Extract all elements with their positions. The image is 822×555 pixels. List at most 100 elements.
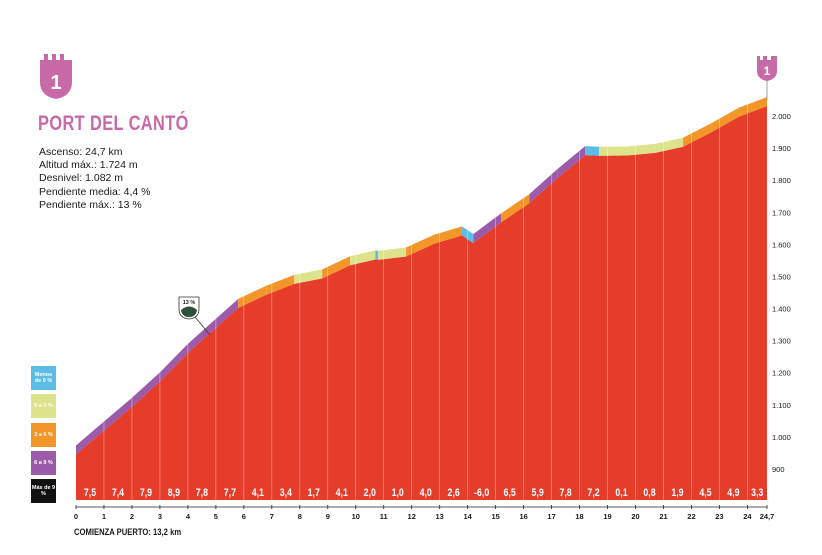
y-tick-label: 1.300 [772,337,791,346]
climb-title: PORT DEL CANTÓ [38,112,189,135]
grade-band-21 [599,146,628,156]
grade-band-23 [655,137,684,153]
y-tick-label: 1.700 [772,208,791,217]
x-tick-label: 21 [659,512,667,521]
grade-label: 7,8 [196,487,209,499]
x-tick-label: 1 [102,512,106,521]
y-tick-label: 1.800 [772,176,791,185]
x-tick-label: 12 [408,512,416,521]
y-tick-label: 1.500 [772,272,791,281]
grade-label: 7,9 [140,487,153,499]
x-tick-label: 3 [158,512,162,521]
x-tick-label: 4 [186,512,191,521]
grade-band-25 [711,107,740,133]
stat-max-altitude: Altitud máx.: 1.724 m [39,159,138,172]
grade-label: 8,9 [168,487,181,499]
climb-badge-number: 1 [50,72,61,94]
x-tick-label: 13 [436,512,444,521]
y-axis: 900 1.000 1.100 1.200 1.300 1.400 1.500 1.600 1.… [772,112,791,474]
legend-descent: Menos de 0 % [31,366,56,390]
grade-band-10 [350,250,376,266]
grade-band-13 [406,234,435,257]
x-tick-label: 24,7 [760,512,775,521]
max-grade-callout-text: 13 % [183,300,196,306]
grade-band-19 [557,146,586,179]
grade-label: 3,4 [280,487,293,499]
legend-3-6: 3 a 6 % [31,423,56,447]
grade-label: 7,7 [224,487,237,499]
y-tick-label: 1.200 [772,369,791,378]
x-tick-label: 24 [743,512,752,521]
grade-label: 3,3 [751,487,764,499]
y-tick-label: 900 [772,465,785,474]
legend-6-9: 6 a 9 % [31,451,56,475]
grade-label: 2,0 [364,487,377,499]
grade-band-16 [473,213,502,244]
grade-band-14 [434,226,463,244]
x-tick-label: 20 [631,512,639,521]
x-axis: 0 1 2 3 4 5 6 7 8 9 10 11 12 13 14 15 16 17 18 19 20 21 22 23 24… [74,505,774,521]
x-tick-label: 16 [519,512,527,521]
grade-band-17 [501,194,530,223]
grade-label: 7,2 [587,487,600,499]
grade-band-22 [627,143,656,156]
climb-badge: 1 [40,54,72,99]
stat-ascent: Ascenso: 24,7 km [39,146,123,158]
x-tick-label: 15 [491,512,499,521]
grade-label: -6,0 [474,487,490,499]
grade-band-0 [76,421,104,455]
grade-label: 5,9 [531,487,544,499]
grade-label: 1,7 [308,487,321,499]
grade-label: 4,9 [727,487,740,499]
summit-badge-number: 1 [764,64,771,78]
grade-label: 1,9 [671,487,684,499]
y-tick-label: 1.400 [772,305,791,314]
legend-over-9: Más de 9 % [31,479,56,503]
grade-band-12 [378,247,407,260]
grade-label: 7,5 [84,487,97,499]
grade-band-1 [103,397,132,431]
grade-label: 7,4 [112,487,125,499]
grade-band-3 [159,343,188,382]
x-tick-label: 6 [242,512,246,521]
grade-label: 4,0 [420,487,433,499]
grade-band-9 [322,256,351,279]
x-tick-label: 18 [575,512,583,521]
y-tick-label: 1.900 [772,144,791,153]
summit-marker: 1 [757,56,777,100]
grade-band-18 [529,169,558,204]
y-tick-label: 1.000 [772,433,791,442]
grade-label: 0,1 [615,487,628,499]
y-tick-label: 1.100 [772,401,791,410]
x-tick-label: 2 [130,512,134,521]
stat-max-grade: Pendiente máx.: 13 % [39,198,142,211]
grade-band-11 [375,250,379,260]
x-tick-label: 5 [214,512,218,521]
grade-band-6 [238,285,267,308]
grade-label: 1,0 [392,487,405,499]
grade-label: 4,5 [699,487,712,499]
grade-label: 4,1 [336,487,349,499]
x-tick-label: 11 [380,512,388,521]
grade-band-4 [187,318,216,353]
segment-grade-labels: 7,5 7,4 7,9 8,9 7,8 7,7 4,1 3,4 1,7 4,1 2,0 1,0 4,0 2… [84,487,764,499]
grade-band-20 [585,146,600,156]
climb-stats: Ascenso: 24,7 km Altitud máx.: 1.724 m D… [39,146,151,212]
x-tick-label: 0 [74,512,78,521]
y-tick-label: 1.600 [772,240,791,249]
x-tick-label: 17 [547,512,555,521]
x-tick-label: 14 [463,512,472,521]
grade-band-26 [739,97,767,117]
grade-band-7 [266,274,295,295]
x-tick-label: 9 [326,512,330,521]
x-tick-label: 22 [687,512,695,521]
legend-0-3: 0 a 3 % [31,394,56,418]
grade-band-5 [215,298,239,328]
climb-start-label: COMIENZA PUERTO: 13,2 km [74,527,182,537]
x-tick-label: 19 [603,512,611,521]
grade-label: 6,5 [504,487,517,499]
grade-band-24 [683,123,712,147]
x-tick-label: 10 [352,512,360,521]
y-tick-label: 2.000 [772,112,791,121]
